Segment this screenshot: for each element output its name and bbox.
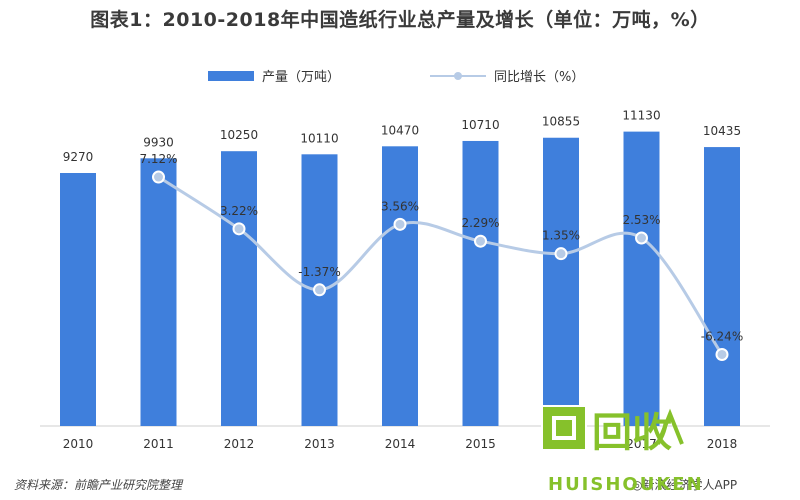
growth-label-2013: -1.37% <box>298 265 340 279</box>
bar-value-label-2015: 10710 <box>461 118 499 132</box>
growth-label-2012: 3.22% <box>220 204 258 218</box>
watermark-logo: 回收 <box>541 405 684 456</box>
bar-value-label-2013: 10110 <box>300 131 338 145</box>
x-tick-label-2010: 2010 <box>63 437 94 451</box>
bar-value-label-2010: 9270 <box>63 150 94 164</box>
bar-value-label-2017: 11130 <box>622 109 660 123</box>
growth-label-2016: 1.35% <box>542 229 580 243</box>
x-tick-label-2014: 2014 <box>385 437 416 451</box>
legend-item-production: 产量（万吨） <box>208 66 340 85</box>
bar-2017 <box>623 131 660 427</box>
growth-label-2014: 3.56% <box>381 199 419 213</box>
x-tick-label-2017: 2017 <box>626 437 657 451</box>
chart-title: 图表1：2010-2018年中国造纸行业总产量及增长（单位：万吨，%） <box>90 9 710 31</box>
bar-value-label-2012: 10250 <box>220 128 258 142</box>
bar-2018 <box>704 147 740 427</box>
bar-2014 <box>382 146 418 427</box>
growth-point-2018 <box>715 347 729 361</box>
growth-point-2011 <box>152 170 165 184</box>
growth-label-2018: -6.24% <box>701 329 743 343</box>
x-tick-label-2013: 2013 <box>304 437 335 451</box>
growth-point-2017 <box>635 231 648 245</box>
bar-2015 <box>462 140 499 426</box>
watermark-subtext: HUISHOUKEN <box>548 474 704 495</box>
growth-label-2011: 7.12% <box>139 152 177 166</box>
bar-2011 <box>140 158 177 426</box>
bar-value-label-2018: 10435 <box>703 124 741 138</box>
watermark-text: 回收 <box>592 410 672 456</box>
source-note: 资料来源：前瞻产业研究院整理 <box>14 478 183 492</box>
bar-2016 <box>543 137 579 426</box>
bar-2012 <box>221 151 257 426</box>
legend-line-label: 同比增长（%） <box>494 70 585 85</box>
legend-bar-label: 产量（万吨） <box>262 70 341 85</box>
legend: 产量（万吨） 同比增长（%） <box>0 66 800 86</box>
legend-item-growth: 同比增长（%） <box>430 66 584 85</box>
x-tick-label-2012: 2012 <box>224 437 255 451</box>
x-tick-label-2015: 2015 <box>465 437 496 451</box>
growth-point-2015 <box>474 234 487 248</box>
footer-credit: ◎新浪经济学人APP <box>632 478 738 492</box>
bar-2010 <box>60 173 96 426</box>
legend-bar-swatch <box>208 70 254 81</box>
legend-line-swatch <box>430 71 486 81</box>
x-tick-label-2018: 2018 <box>707 437 738 451</box>
growth-point-2014 <box>393 217 407 231</box>
bar-value-label-2011: 9930 <box>143 135 174 149</box>
growth-point-2013 <box>313 283 326 297</box>
growth-label-2017: 2.53% <box>622 213 660 227</box>
growth-label-2015: 2.29% <box>461 216 499 230</box>
x-tick-label-2011: 2011 <box>143 437 174 451</box>
growth-point-2016 <box>554 247 568 261</box>
bar-value-label-2014: 10470 <box>381 123 419 137</box>
bar-value-label-2016: 10855 <box>542 115 580 129</box>
growth-point-2012 <box>232 222 246 236</box>
